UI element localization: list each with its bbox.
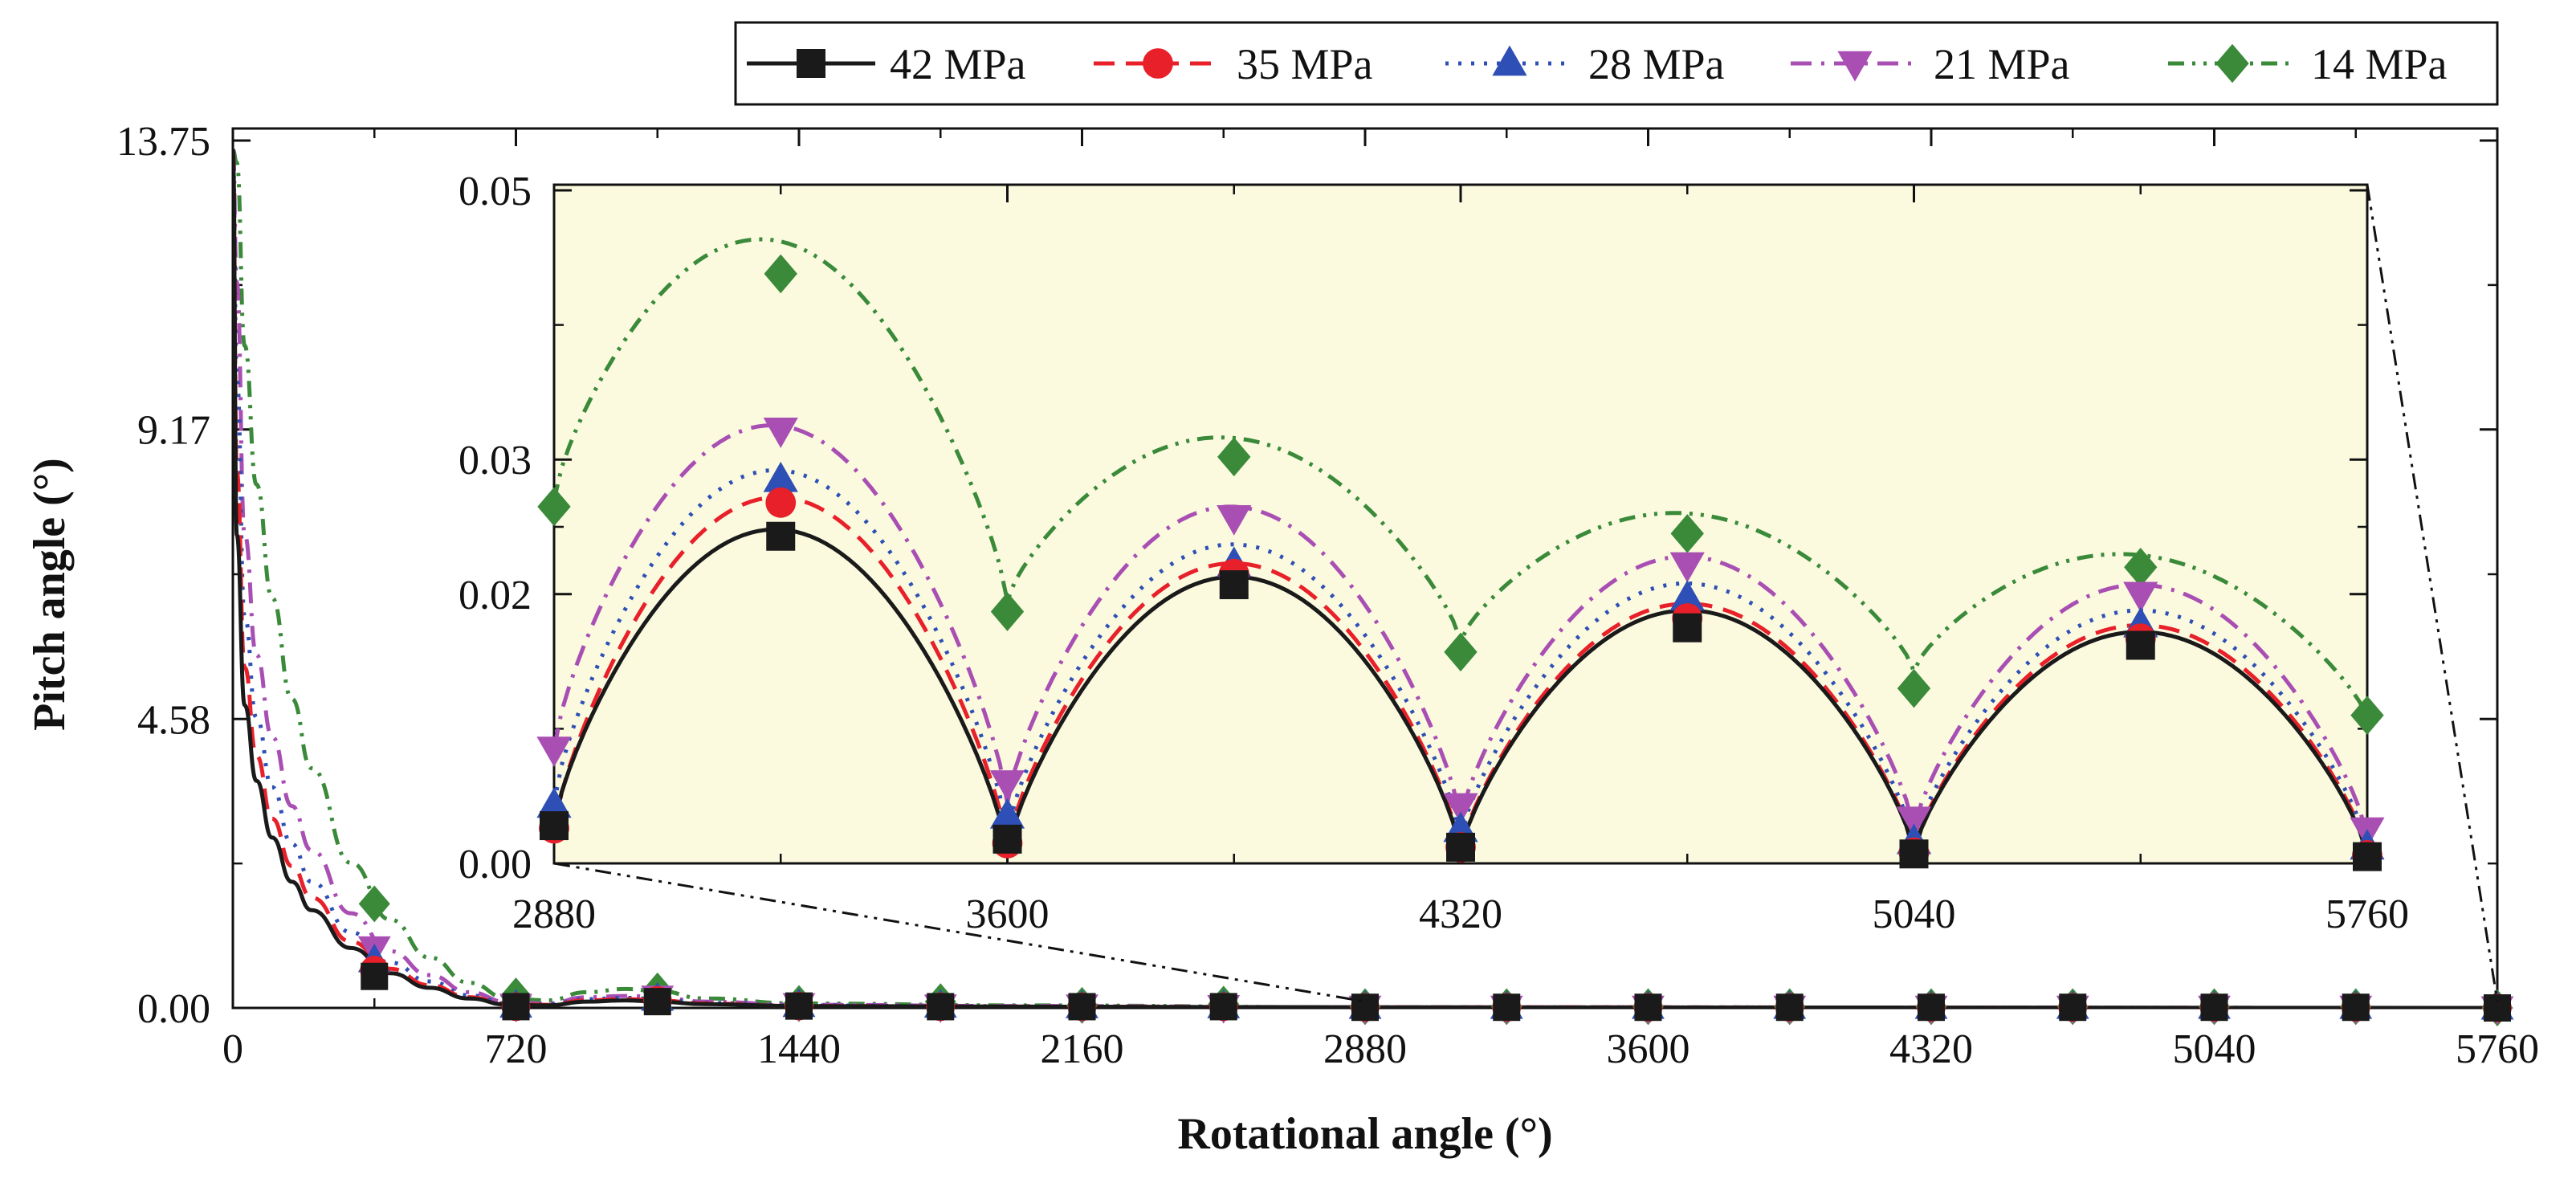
inset-data-point — [540, 811, 569, 841]
inset-data-point — [536, 787, 572, 818]
inset-y-tick-label: 0.00 — [459, 842, 532, 887]
main-x-tick-label: 1440 — [757, 1026, 841, 1072]
y-axis-title: Pitch angle (°) — [25, 458, 75, 731]
x-axis-title: Rotational angle (°) — [1177, 1109, 1552, 1159]
inset-data-point — [990, 592, 1025, 631]
legend-label: 42 MPa — [890, 40, 1026, 88]
inset-x-tick-label: 4320 — [1419, 891, 1502, 937]
inset-y-tick-label: 0.05 — [459, 169, 532, 214]
inset-data-point — [992, 824, 1022, 854]
legend-marker — [797, 49, 825, 78]
inset-data-point — [1443, 793, 1478, 824]
legend-marker — [1492, 45, 1527, 76]
main-y-tick-label: 0.00 — [137, 986, 210, 1032]
main-data-point — [1209, 993, 1237, 1021]
legend-marker — [1143, 48, 1173, 79]
legend-marker — [1837, 51, 1873, 82]
main-data-point — [1351, 993, 1379, 1022]
inset-data-point — [989, 798, 1025, 829]
inset-data-point — [2350, 696, 2384, 735]
legend-label: 21 MPa — [1934, 40, 2070, 88]
main-data-point — [927, 993, 955, 1021]
main-data-point — [502, 993, 530, 1021]
inset-data-point — [2126, 630, 2155, 660]
main-data-point — [2059, 993, 2087, 1022]
main-y-tick-label: 4.58 — [137, 697, 210, 743]
main-data-point — [1493, 993, 1521, 1022]
main-data-point — [2200, 993, 2228, 1022]
main-data-point — [1775, 993, 1804, 1022]
main-data-point — [1634, 993, 1662, 1022]
legend-label: 35 MPa — [1237, 40, 1373, 88]
inset-data-point — [1217, 504, 1252, 536]
main-x-tick-label: 2880 — [1323, 1026, 1407, 1072]
main-data-point — [785, 992, 813, 1020]
main-data-point — [2484, 994, 2511, 1022]
main-x-tick-label: 0 — [222, 1026, 243, 1072]
inset-data-point — [1896, 806, 1932, 838]
inset-x-tick-label: 5760 — [2325, 891, 2409, 937]
inset-data-point — [989, 770, 1025, 801]
inset-data-point — [1217, 437, 1251, 477]
inset-data-point — [1669, 580, 1705, 611]
main-data-point — [1068, 993, 1096, 1021]
main-x-tick-label: 4320 — [1889, 1026, 1973, 1072]
main-data-point — [643, 988, 671, 1016]
inset-markers-group — [536, 254, 2385, 871]
main-data-point — [361, 962, 389, 990]
inset-axis-ticks: 2880 3600 4320 5040 5760 0.00 0.02 0.03 0.05 — [459, 169, 2409, 937]
main-axis-ticks: 0 720 1440 2160 2880 3600 4320 5040 5760 0.00 4.58… — [116, 119, 2539, 1072]
inset-data-point — [764, 254, 797, 294]
main-markers-group — [357, 885, 2514, 1026]
inset-x-tick-label: 5040 — [1873, 891, 1956, 937]
inset-data-point — [1673, 613, 1702, 643]
legend-label: 28 MPa — [1588, 40, 1725, 88]
main-x-tick-label: 2160 — [1041, 1026, 1124, 1072]
zoom-connector-left — [553, 862, 1366, 1003]
inset-data-point — [2353, 842, 2382, 871]
main-x-tick-label: 5040 — [2173, 1026, 2256, 1072]
inset-y-tick-label: 0.03 — [459, 438, 532, 483]
inset-x-tick-label: 3600 — [966, 891, 1050, 937]
main-x-tick-label: 3600 — [1607, 1026, 1690, 1072]
inset-data-point — [766, 521, 796, 551]
zoom-connector-right — [2366, 184, 2499, 1002]
inset-data-point — [2123, 581, 2158, 613]
legend-marker — [2215, 43, 2249, 84]
legend-label: 14 MPa — [2311, 40, 2448, 88]
inset-data-point — [1219, 570, 1249, 600]
inset-x-tick-label: 2880 — [512, 891, 596, 937]
legend: 42 MPa 35 MPa 28 MPa 21 MPa 14 MPa — [734, 21, 2499, 106]
inset-y-tick-label: 0.02 — [459, 573, 532, 618]
inset-data-point — [536, 736, 572, 768]
main-x-tick-label: 5760 — [2456, 1026, 2539, 1072]
main-data-point — [1918, 993, 1945, 1022]
inset-data-point — [1670, 514, 1704, 553]
inset-data-point — [1669, 552, 1705, 583]
inset-data-point — [1446, 832, 1475, 862]
inset-data-point — [1897, 668, 1931, 708]
inset-data-point — [1444, 632, 1478, 672]
inset-data-point — [537, 487, 571, 527]
inset-data-point — [1899, 839, 1929, 869]
main-x-tick-label: 720 — [485, 1026, 548, 1072]
main-y-tick-label: 9.17 — [137, 408, 210, 454]
main-data-point — [2342, 993, 2370, 1022]
main-y-tick-label: 13.75 — [116, 119, 210, 165]
main-data-point — [358, 885, 390, 923]
inset-data-point — [763, 418, 798, 448]
inset-data-point — [765, 487, 797, 518]
inset-plot-background — [552, 183, 2369, 865]
inset-data-point — [763, 461, 798, 492]
inset-data-point — [2124, 547, 2158, 587]
